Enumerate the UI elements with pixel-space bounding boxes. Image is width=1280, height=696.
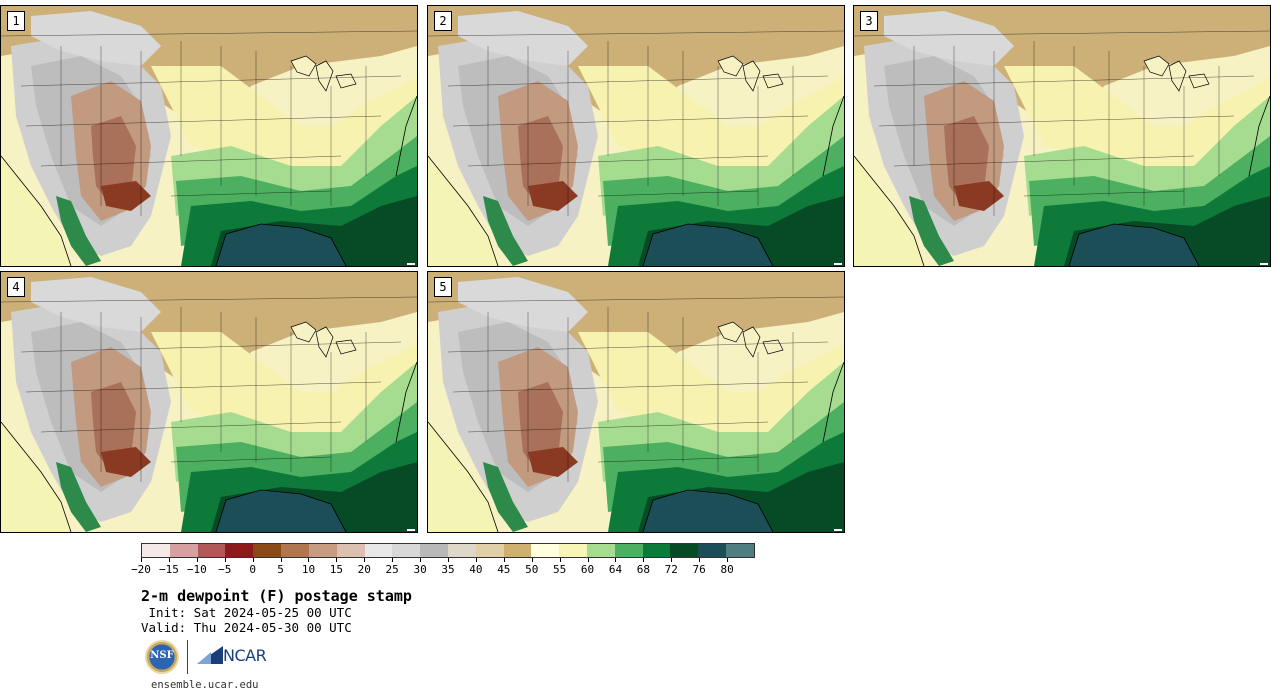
colorbar-tick bbox=[727, 558, 729, 562]
logo-divider bbox=[187, 640, 188, 674]
colorbar-segment bbox=[447, 544, 476, 557]
colorbar-segment bbox=[225, 544, 254, 557]
colorbar-tick bbox=[392, 558, 394, 562]
colorbar-tick bbox=[141, 558, 142, 562]
colorbar-segment bbox=[475, 544, 504, 557]
colorbar-segment bbox=[197, 544, 226, 557]
colorbar-segment bbox=[169, 544, 198, 557]
colorbar-tick-label: 40 bbox=[469, 563, 483, 576]
corner-mark bbox=[407, 529, 415, 531]
colorbar-tick bbox=[308, 558, 310, 562]
colorbar-segment bbox=[253, 544, 282, 557]
colorbar-tick-label: 72 bbox=[664, 563, 678, 576]
colorbar-tick-label: 20 bbox=[357, 563, 371, 576]
colorbar-tick bbox=[252, 558, 254, 562]
colorbar-tick bbox=[364, 558, 366, 562]
stamp-number: 2 bbox=[434, 11, 452, 31]
dewpoint-field-icon bbox=[1, 6, 417, 266]
dewpoint-field-icon bbox=[428, 272, 844, 532]
colorbar-tick bbox=[420, 558, 422, 562]
colorbar-tick-label: 15 bbox=[329, 563, 343, 576]
corner-mark bbox=[407, 263, 415, 265]
colorbar-segment bbox=[587, 544, 615, 557]
colorbar-tick bbox=[196, 558, 198, 562]
colorbar-tick bbox=[587, 558, 589, 562]
colorbar-tick bbox=[643, 558, 645, 562]
sponsor-logos: NSF NCAR bbox=[145, 638, 275, 674]
colorbar-ticks: −20 −15 −10 −5 0 5 10 15 20 25 30 35 40 45 50 55 60 64 68 7… bbox=[131, 558, 755, 578]
stamp-number: 3 bbox=[860, 11, 878, 31]
site-url: ensemble.ucar.edu bbox=[151, 679, 259, 691]
colorbar-tick-label: −15 bbox=[158, 563, 179, 576]
corner-mark bbox=[834, 529, 842, 531]
corner-mark bbox=[834, 263, 842, 265]
colorbar-tick-label: 60 bbox=[580, 563, 595, 576]
postage-stamp-map-1: 1 bbox=[0, 5, 418, 267]
colorbar-tick bbox=[531, 558, 533, 562]
colorbar-tick-label: 64 bbox=[608, 563, 623, 576]
colorbar-tick-label: 50 bbox=[525, 563, 539, 576]
colorbar-tick bbox=[448, 558, 449, 562]
nsf-logo-text: NSF bbox=[150, 650, 174, 661]
colorbar-segment bbox=[281, 544, 309, 557]
colorbar-tick bbox=[168, 558, 170, 562]
colorbar-tick bbox=[475, 558, 477, 562]
colorbar-tick bbox=[503, 558, 505, 562]
colorbar-segment bbox=[614, 544, 643, 557]
colorbar-tick-label: 68 bbox=[636, 563, 650, 576]
colorbar bbox=[141, 543, 755, 558]
postage-stamp-map-2: 2 bbox=[427, 5, 845, 267]
stamp-number: 5 bbox=[434, 277, 452, 297]
colorbar-tick-label: 80 bbox=[720, 563, 734, 576]
colorbar-tick-label: 55 bbox=[553, 563, 567, 576]
colorbar-segment bbox=[642, 544, 671, 557]
ncar-logo-text: NCAR bbox=[223, 646, 267, 665]
colorbar-tick-label: −5 bbox=[218, 563, 232, 576]
colorbar-segment bbox=[670, 544, 699, 557]
product-title: 2-m dewpoint (F) postage stamp bbox=[141, 587, 412, 605]
colorbar-segment bbox=[364, 544, 393, 557]
stamp-number: 1 bbox=[7, 11, 25, 31]
colorbar-tick-label: 0 bbox=[249, 563, 256, 576]
postage-stamp-map-4: 4 bbox=[0, 271, 418, 533]
colorbar-tick-label: −10 bbox=[186, 563, 207, 576]
colorbar-segment bbox=[308, 544, 337, 557]
colorbar-tick bbox=[336, 558, 338, 562]
colorbar-segment bbox=[559, 544, 587, 557]
colorbar-tick-label: 45 bbox=[497, 563, 511, 576]
stamp-number: 4 bbox=[7, 277, 25, 297]
colorbar-segment bbox=[336, 544, 365, 557]
dewpoint-field-icon bbox=[854, 6, 1270, 266]
colorbar-tick-label: 5 bbox=[277, 563, 284, 576]
dewpoint-field-icon bbox=[1, 272, 417, 532]
postage-stamp-map-5: 5 bbox=[427, 271, 845, 533]
postage-stamp-map-3: 3 bbox=[853, 5, 1271, 267]
colorbar-segment bbox=[698, 544, 727, 557]
colorbar-tick bbox=[615, 558, 617, 562]
colorbar-tick-label: 35 bbox=[441, 563, 455, 576]
colorbar-tick-label: −20 bbox=[131, 563, 151, 576]
colorbar-tick bbox=[224, 558, 226, 562]
colorbar-tick-label: 25 bbox=[385, 563, 399, 576]
init-time: Init: Sat 2024-05-25 00 UTC bbox=[141, 605, 352, 620]
colorbar-tick bbox=[280, 558, 282, 562]
colorbar-tick-label: 30 bbox=[413, 563, 427, 576]
colorbar-tick bbox=[699, 558, 701, 562]
colorbar-segment bbox=[392, 544, 421, 557]
dewpoint-field-icon bbox=[428, 6, 844, 266]
ncar-logo: NCAR bbox=[197, 646, 277, 668]
colorbar-tick bbox=[559, 558, 561, 562]
colorbar-segment bbox=[142, 544, 170, 557]
colorbar-segment bbox=[503, 544, 532, 557]
nsf-logo: NSF bbox=[145, 640, 179, 674]
colorbar-tick-label: 76 bbox=[692, 563, 706, 576]
colorbar-tick-label: 10 bbox=[301, 563, 316, 576]
colorbar-segment bbox=[726, 544, 754, 557]
corner-mark bbox=[1260, 263, 1268, 265]
valid-time: Valid: Thu 2024-05-30 00 UTC bbox=[141, 620, 352, 635]
colorbar-segment bbox=[531, 544, 560, 557]
ncar-mark-icon bbox=[197, 646, 223, 664]
colorbar-segment bbox=[420, 544, 448, 557]
colorbar-tick bbox=[671, 558, 673, 562]
